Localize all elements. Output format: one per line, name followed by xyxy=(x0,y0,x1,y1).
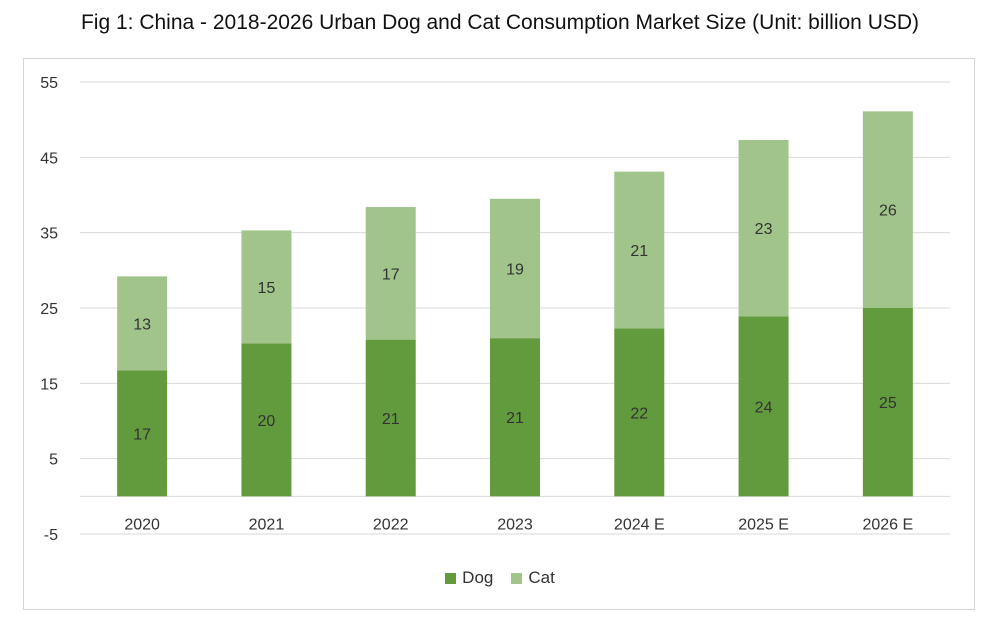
data-label-dog: 24 xyxy=(755,399,773,416)
y-tick-label: 55 xyxy=(40,75,58,92)
data-label-cat: 19 xyxy=(506,261,524,278)
x-tick-label: 2026 E xyxy=(862,516,913,533)
x-tick-label: 2025 E xyxy=(738,516,789,533)
bars xyxy=(117,111,913,497)
legend-item-cat: Cat xyxy=(511,568,555,588)
chart-title: Fig 1: China - 2018-2026 Urban Dog and C… xyxy=(80,11,920,34)
legend-label-cat: Cat xyxy=(528,568,555,587)
data-label-dog: 22 xyxy=(630,405,648,422)
bar-dog xyxy=(738,316,789,497)
data-label-cat: 21 xyxy=(630,243,648,260)
legend: Dog Cat xyxy=(0,565,1000,591)
y-axis: -5 5 15 25 35 45 55 xyxy=(40,75,58,544)
legend-item-dog: Dog xyxy=(445,568,493,588)
data-label-cat: 23 xyxy=(755,221,773,238)
data-labels: 17 13 20 15 21 17 21 19 22 21 24 23 25 26 xyxy=(133,203,897,444)
bar-dog xyxy=(117,370,168,497)
data-label-cat: 15 xyxy=(258,280,276,297)
x-tick-label: 2020 xyxy=(124,516,160,533)
bar-dog xyxy=(614,328,665,497)
bar-cat xyxy=(614,171,665,329)
data-label-dog: 25 xyxy=(879,395,897,412)
data-label-cat: 26 xyxy=(879,203,897,220)
x-tick-label: 2024 E xyxy=(614,516,665,533)
legend-swatch-dog xyxy=(445,572,457,584)
y-tick-label: -5 xyxy=(44,527,58,544)
data-label-dog: 21 xyxy=(382,411,400,428)
data-label-dog: 20 xyxy=(258,413,276,430)
data-label-cat: 17 xyxy=(382,266,400,283)
data-label-cat: 13 xyxy=(133,316,151,333)
y-tick-label: 35 xyxy=(40,226,58,243)
bar-dog xyxy=(490,338,540,497)
chart-area-frame xyxy=(23,58,975,610)
bar-cat xyxy=(738,140,789,317)
bar-dog xyxy=(862,308,913,497)
bar-dog xyxy=(241,343,292,497)
legend-swatch-cat xyxy=(511,572,523,584)
bar-cat xyxy=(241,230,292,344)
bar-cat xyxy=(117,276,168,371)
x-axis: 2020 2021 2022 2023 2024 E 2025 E 2026 E xyxy=(124,516,913,533)
y-tick-label: 25 xyxy=(40,301,58,318)
data-label-dog: 17 xyxy=(133,426,151,443)
y-tick-label: 5 xyxy=(49,452,58,469)
bar-cat xyxy=(862,111,913,308)
x-tick-label: 2022 xyxy=(373,516,409,533)
bar-cat xyxy=(490,198,540,339)
x-tick-label: 2023 xyxy=(497,516,533,533)
data-label-dog: 21 xyxy=(506,410,524,427)
y-tick-label: 45 xyxy=(40,150,58,167)
y-tick-label: 15 xyxy=(40,376,58,393)
legend-label-dog: Dog xyxy=(462,568,494,587)
bar-cat xyxy=(365,207,416,340)
bar-dog xyxy=(365,339,416,497)
x-tick-label: 2021 xyxy=(249,516,285,533)
